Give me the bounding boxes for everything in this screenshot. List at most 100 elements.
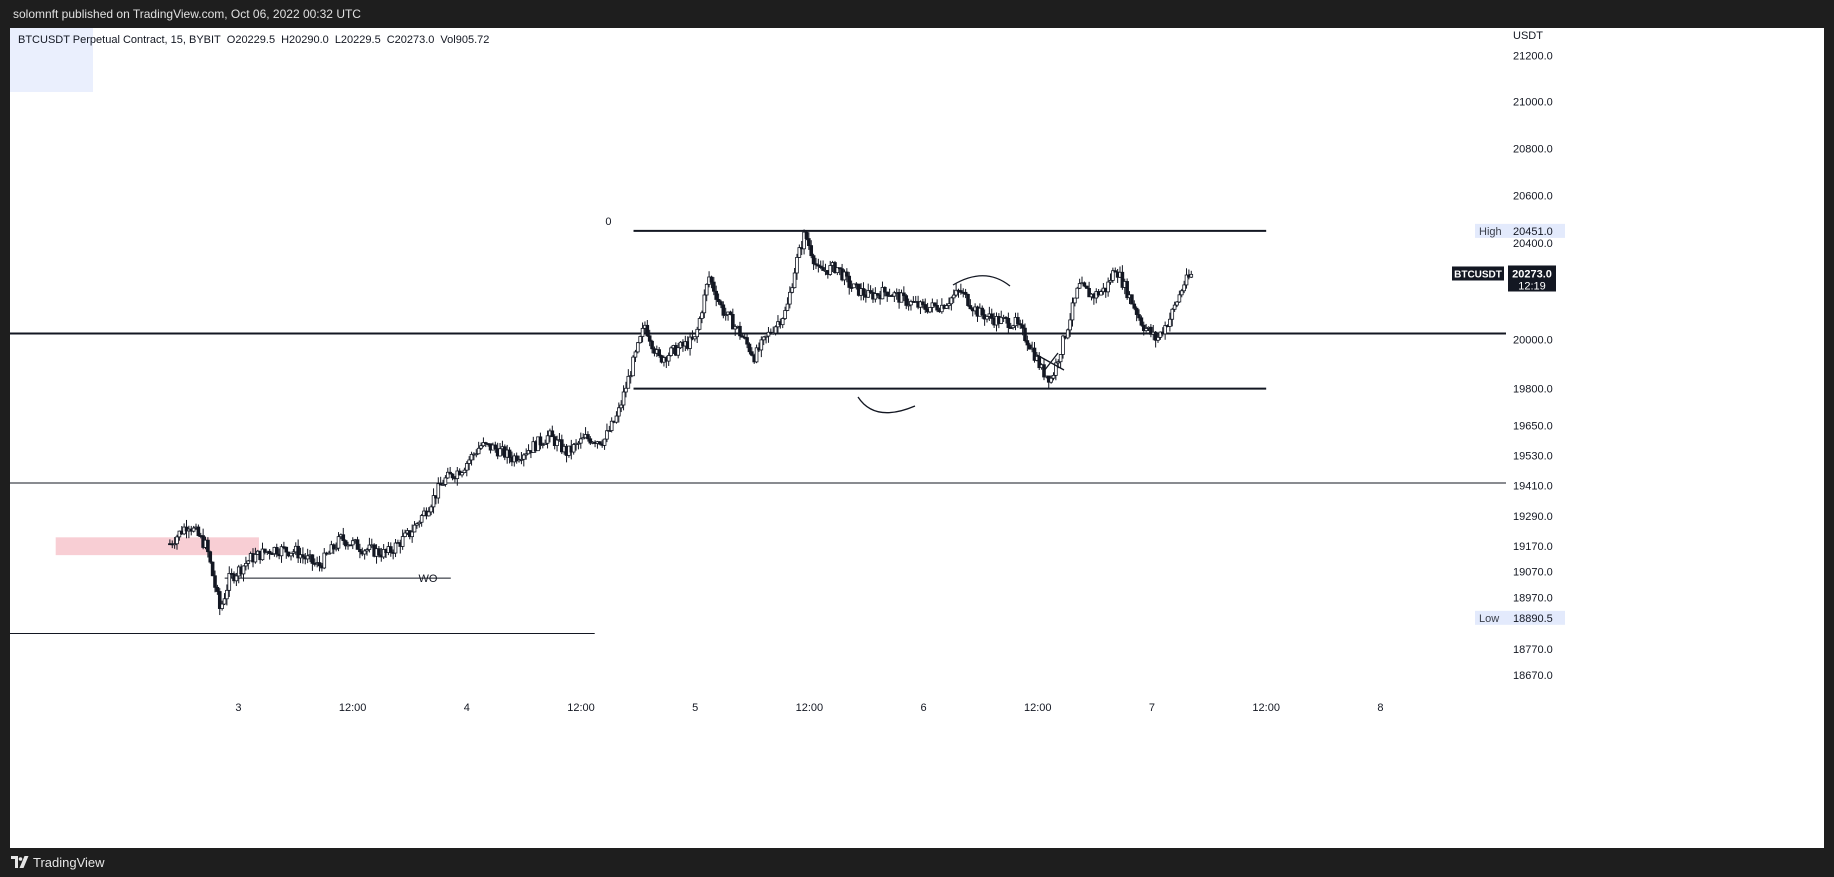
candle-body — [788, 291, 792, 305]
candle-body — [443, 477, 448, 485]
y-tick-label: 18670.0 — [1513, 670, 1553, 682]
candle-body — [605, 430, 609, 440]
candle-body — [545, 435, 550, 444]
candle-body — [1113, 270, 1118, 273]
cross-drawing — [1036, 352, 1065, 372]
candle-body — [426, 511, 431, 517]
candle-body — [989, 313, 994, 319]
candle-body — [959, 290, 963, 293]
candle-body — [362, 550, 367, 555]
chart-svg[interactable]: 0 WO USDT 21200.0 21000.0 20800.0 20600.0 2040… — [10, 28, 1824, 848]
candle-body — [1170, 308, 1175, 320]
candle-body — [493, 444, 498, 450]
demand-zone — [55, 537, 259, 556]
candle-body — [400, 536, 405, 547]
candle-body — [358, 548, 362, 553]
last-price-tag-bg — [1508, 265, 1556, 292]
candle-body — [783, 310, 787, 319]
x-axis: 3 12:00 4 12:00 5 12:00 6 12:00 7 12:00 8 — [235, 702, 1383, 714]
candle-body — [327, 552, 331, 555]
candle-body — [253, 554, 258, 563]
candle-body — [821, 267, 825, 271]
candle-body — [555, 439, 559, 446]
candle-body — [419, 515, 424, 523]
candle-body — [220, 603, 224, 609]
candle-body — [809, 245, 814, 257]
candle-body — [626, 375, 631, 389]
levels-layer — [10, 229, 1506, 634]
candle-body — [802, 231, 806, 250]
candle-body — [1061, 335, 1065, 355]
candle-body — [807, 238, 811, 246]
candle-body — [921, 301, 925, 305]
candle-body — [1125, 281, 1129, 299]
y-tick-label: 19410.0 — [1513, 481, 1553, 493]
candle-body — [1108, 279, 1113, 283]
candle-body — [624, 387, 628, 393]
candle-body — [476, 447, 481, 455]
candle-body — [543, 442, 547, 445]
candle-body — [738, 325, 742, 337]
candle-body — [481, 442, 486, 447]
price-label-name: High — [1479, 226, 1502, 238]
candle-body — [892, 292, 897, 297]
candle-body — [761, 336, 766, 341]
candle-body — [576, 442, 581, 445]
x-tick-label: 8 — [1377, 702, 1383, 714]
candle-body — [365, 549, 369, 552]
x-tick-label: 6 — [921, 702, 927, 714]
candle-body — [804, 231, 809, 239]
candle-body — [766, 331, 771, 337]
candle-body — [621, 391, 626, 406]
candle-body — [227, 573, 232, 591]
candle-body — [1137, 314, 1141, 319]
chart-pane[interactable]: 0 WO USDT 21200.0 21000.0 20800.0 20600.0 2040… — [10, 28, 1824, 848]
candle-body — [538, 436, 543, 446]
candle-body — [498, 448, 502, 457]
candle-body — [210, 561, 215, 577]
candle-body — [571, 444, 576, 453]
y-axis-unit: USDT — [1513, 30, 1543, 42]
y-tick-label: 19650.0 — [1513, 421, 1553, 433]
candle-body — [412, 524, 417, 533]
candle-body — [845, 271, 849, 277]
candle-body — [754, 347, 759, 363]
tradingview-brand[interactable]: TradingView — [11, 851, 105, 873]
candle-body — [208, 551, 213, 563]
candle-body — [873, 293, 878, 300]
candle-body — [1070, 302, 1075, 321]
candle-body — [467, 459, 471, 464]
candle-body — [222, 598, 227, 605]
candle-body — [1084, 285, 1089, 289]
candle-body — [828, 265, 833, 275]
y-tick-label: 20000.0 — [1513, 335, 1553, 347]
candle-body — [403, 532, 407, 537]
candle-body — [462, 469, 467, 474]
candle-body — [217, 591, 222, 609]
candle-body — [745, 337, 749, 345]
candle-body — [1149, 326, 1153, 335]
candle-body — [750, 351, 754, 356]
x-tick-label: 7 — [1149, 702, 1155, 714]
candle-body — [816, 264, 821, 267]
candle-body — [944, 305, 949, 309]
legend-volume: Vol905.72 — [440, 34, 490, 46]
candle-body — [241, 565, 246, 575]
y-tick-label: 18970.0 — [1513, 592, 1553, 604]
candle-body — [431, 495, 436, 508]
candle-body — [334, 547, 338, 550]
candle-body — [723, 314, 728, 317]
tradingview-label: TradingView — [33, 854, 105, 870]
candle-body — [1184, 274, 1189, 286]
x-tick-label: 4 — [464, 702, 470, 714]
candle-body — [771, 332, 776, 335]
candle-body — [388, 546, 393, 553]
candle-body — [1023, 327, 1027, 342]
candle-body — [883, 286, 887, 293]
candle-body — [436, 483, 441, 499]
annotation-label: 0 — [605, 216, 611, 228]
candle-body — [1168, 318, 1172, 327]
candle-body — [693, 336, 697, 340]
candle-body — [868, 290, 873, 293]
candle-body — [1004, 316, 1008, 319]
